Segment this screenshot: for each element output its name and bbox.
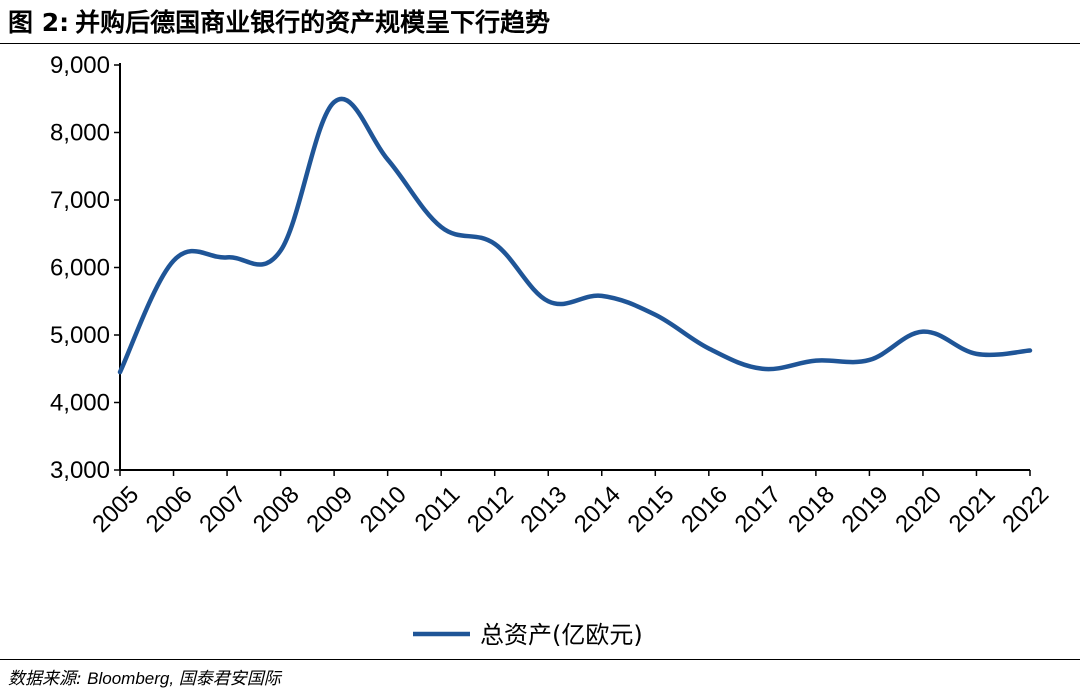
y-tick-label: 3,000 — [50, 457, 110, 484]
x-tick-label: 2021 — [944, 481, 1001, 538]
x-tick-label: 2013 — [516, 481, 573, 538]
y-tick-label: 9,000 — [50, 52, 110, 79]
y-tick-label: 5,000 — [50, 322, 110, 349]
title-rule — [0, 43, 1080, 44]
plot-area — [117, 97, 1033, 375]
x-tick-label: 2020 — [890, 481, 947, 538]
x-tick-label: 2019 — [837, 481, 894, 538]
x-tick-label: 2010 — [355, 481, 412, 538]
y-tick-label: 7,000 — [50, 187, 110, 214]
x-tick-label: 2017 — [730, 481, 787, 538]
y-axis: 3,000 4,000 5,000 6,000 7,000 8,000 9,000 — [50, 52, 121, 484]
y-tick-label: 8,000 — [50, 120, 110, 147]
legend-label: 总资产(亿欧元) — [480, 621, 643, 649]
legend: 总资产(亿欧元) — [413, 621, 643, 649]
title-text: 并购后德国商业银行的资产规模呈下行趋势 — [75, 8, 551, 37]
x-tick-label: 2018 — [783, 481, 840, 538]
x-tick-label: 2014 — [569, 481, 626, 538]
source-rule — [0, 659, 1080, 660]
source-note: 数据来源: Bloomberg, 国泰君安国际 — [8, 664, 281, 689]
line-chart: 3,000 4,000 5,000 6,000 7,000 8,000 9,000 2005… — [50, 52, 1054, 649]
x-tick-label: 2008 — [248, 481, 305, 538]
x-tick-label: 2005 — [87, 481, 144, 538]
y-tick-label: 4,000 — [50, 390, 110, 417]
y-tick-label: 6,000 — [50, 255, 110, 282]
x-tick-label: 2012 — [462, 481, 519, 538]
chart-title: 图 2: 并购后德国商业银行的资产规模呈下行趋势 — [8, 6, 550, 40]
x-tick-label: 2006 — [141, 481, 198, 538]
x-tick-label: 2015 — [623, 481, 680, 538]
source-text: Bloomberg, 国泰君安国际 — [87, 669, 281, 688]
x-tick-label: 2016 — [676, 481, 733, 538]
x-tick-label: 2011 — [410, 481, 466, 537]
source-prefix: 数据来源: — [8, 669, 82, 689]
x-axis: 2005200620072008200920102011201220132014… — [87, 469, 1054, 538]
series-line — [117, 97, 1033, 375]
x-tick-label: 2007 — [194, 481, 251, 538]
figure-label: 图 2: — [8, 8, 70, 37]
x-tick-label: 2009 — [301, 481, 358, 538]
x-tick-label: 2022 — [997, 481, 1054, 538]
